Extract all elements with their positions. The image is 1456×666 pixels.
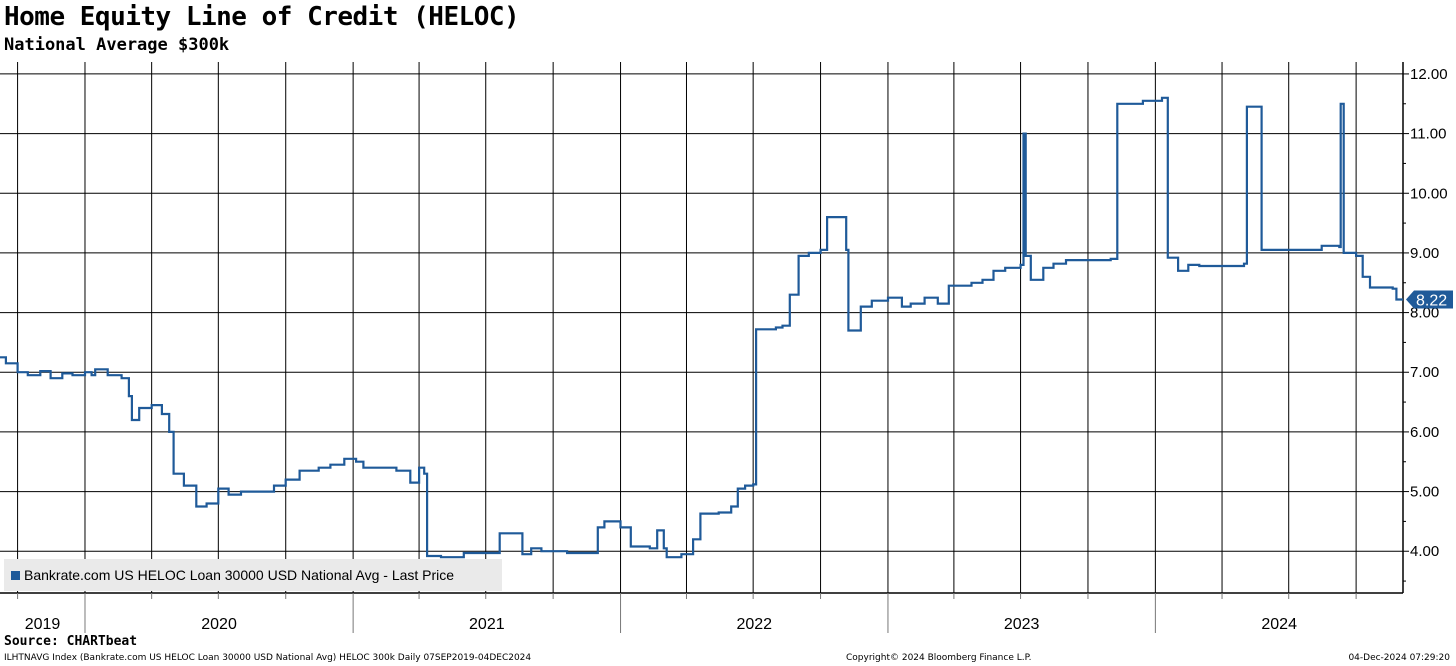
y-tick-label: 10.00 — [1410, 185, 1448, 202]
x-year-label: 2023 — [1004, 616, 1040, 633]
legend-swatch — [11, 570, 20, 580]
y-tick-label: 5.00 — [1410, 484, 1439, 501]
chart-subtitle: National Average $300k — [4, 35, 230, 55]
y-axis: 4.00 5.00 6.00 7.00 8.00 9.00 10.00 11.00 12.00 — [1402, 62, 1448, 593]
x-year-label: 2021 — [469, 616, 505, 633]
series-line — [0, 96, 1403, 559]
x-axis: 2019 2020 2021 2022 2023 2024 — [0, 592, 1403, 633]
chart-title: Home Equity Line of Credit (HELOC) — [4, 2, 520, 32]
y-tick-label: 11.00 — [1410, 126, 1446, 143]
source-note: Source: CHARTbeat — [4, 634, 138, 649]
copyright: Copyright© 2024 Bloomberg Finance L.P. — [846, 653, 1032, 663]
x-year-label: 2022 — [736, 616, 772, 633]
x-year-label: 2020 — [201, 616, 237, 633]
x-year-label: 2019 — [25, 616, 61, 633]
y-tick-label: 6.00 — [1410, 424, 1439, 441]
grid — [0, 62, 1403, 593]
y-tick-label: 12.00 — [1410, 66, 1448, 83]
y-tick-label: 4.00 — [1410, 543, 1439, 560]
legend-label: Bankrate.com US HELOC Loan 30000 USD Nat… — [24, 567, 455, 583]
last-price-label: 8.22 — [1406, 290, 1453, 309]
last-price-tag — [1406, 290, 1453, 309]
y-tick-label: 7.00 — [1410, 364, 1439, 381]
index-info: ILHTNAVG Index (Bankrate.com US HELOC Lo… — [4, 653, 532, 663]
legend: Bankrate.com US HELOC Loan 30000 USD Nat… — [4, 559, 502, 591]
y-tick-label: 9.00 — [1410, 245, 1439, 262]
y-tick-label: 8.00 — [1410, 305, 1439, 322]
timestamp: 04-Dec-2024 07:29:20 — [1348, 653, 1450, 663]
x-year-label: 2024 — [1261, 616, 1297, 633]
last-price-value: 8.22 — [1416, 292, 1447, 309]
